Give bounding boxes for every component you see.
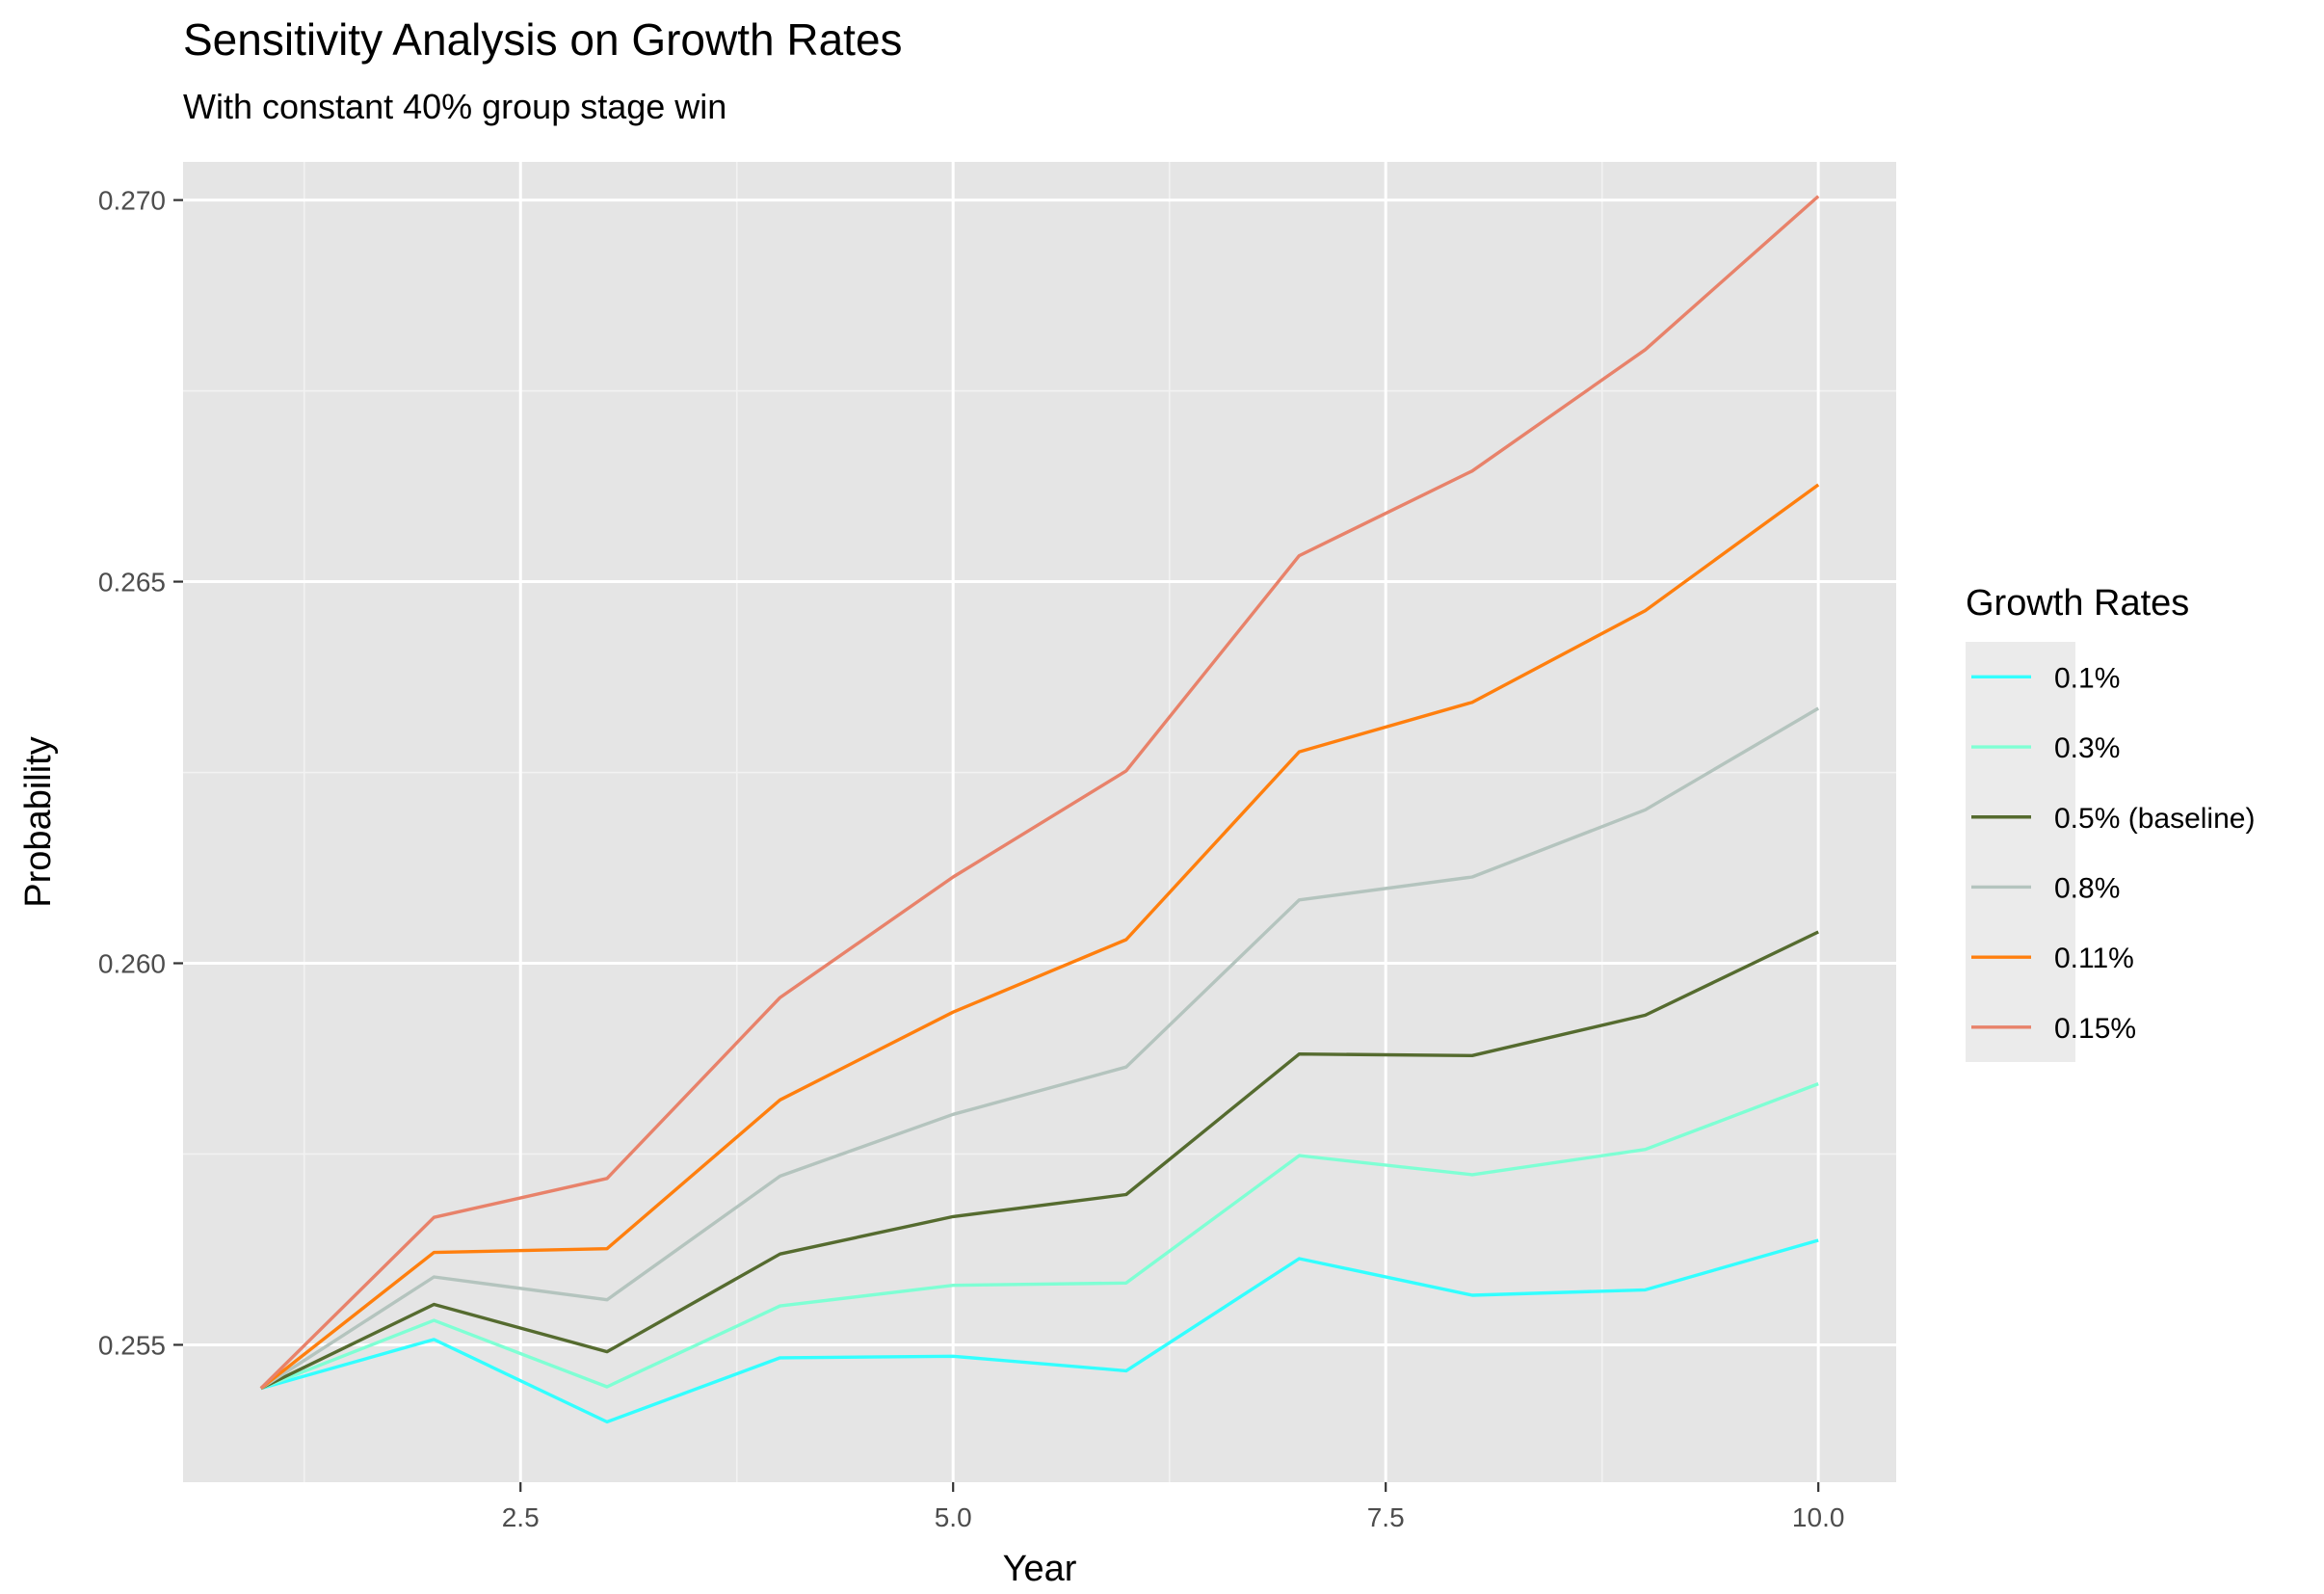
legend-label-3: 0.5% (baseline)	[2054, 803, 2255, 835]
series-line-1	[260, 1238, 1819, 1424]
series-line-5	[259, 483, 1820, 1390]
series-line-2	[260, 1082, 1819, 1391]
chart-subtitle: With constant 40% group stage win	[183, 87, 727, 126]
y-tick-label: 0.270	[98, 186, 166, 216]
major-gridlines	[183, 162, 1896, 1482]
legend-key-background	[1966, 642, 2075, 1062]
legend-label-5: 0.11%	[2054, 943, 2134, 974]
legend-title: Growth Rates	[1966, 583, 2189, 624]
x-axis-title: Year	[1003, 1549, 1077, 1589]
series-line-6	[259, 195, 1820, 1390]
legend-label-4: 0.8%	[2054, 872, 2120, 904]
x-tick-label: 7.5	[1367, 1502, 1405, 1532]
series-line-3	[260, 930, 1819, 1391]
legend: Growth Rates 0.1% 0.3% 0.5% (baseline) 0.8%…	[1966, 583, 2255, 1062]
y-tick-label: 0.265	[98, 568, 166, 598]
legend-label-2: 0.3%	[2054, 732, 2120, 764]
x-tick-label: 10.0	[1792, 1502, 1845, 1532]
series-lines	[259, 195, 1820, 1424]
legend-label-6: 0.15%	[2054, 1013, 2136, 1045]
series-line-4	[259, 706, 1820, 1391]
y-tick-label: 0.255	[98, 1330, 166, 1360]
y-axis-title: Probability	[18, 736, 59, 907]
y-axis: 0.255 0.260 0.265 0.270	[98, 186, 183, 1360]
x-tick-label: 2.5	[502, 1502, 540, 1532]
x-tick-label: 5.0	[935, 1502, 972, 1532]
legend-label-1: 0.1%	[2054, 662, 2120, 694]
y-tick-label: 0.260	[98, 949, 166, 979]
chart-title: Sensitivity Analysis on Growth Rates	[183, 14, 903, 65]
x-axis: 2.5 5.0 7.5 10.0	[502, 1482, 1845, 1532]
